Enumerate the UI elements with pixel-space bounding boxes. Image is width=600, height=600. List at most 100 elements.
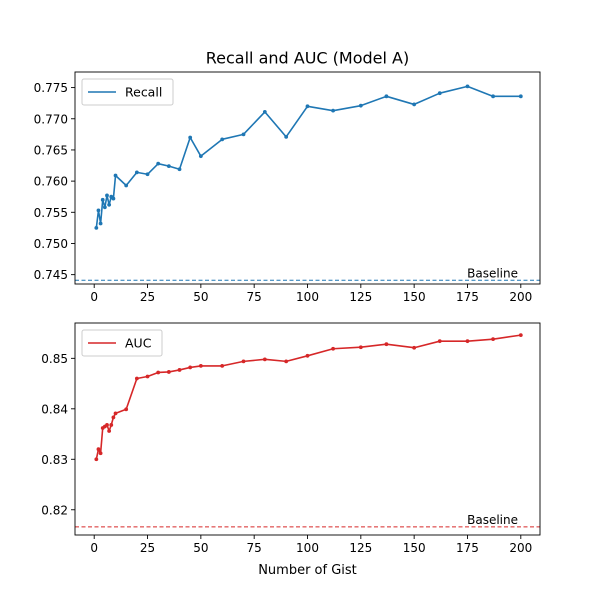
- recall-data-point: [220, 137, 225, 142]
- recall-data-point: [358, 103, 363, 108]
- auc-y-tick-label: 0.85: [41, 352, 68, 366]
- auc-data-point: [262, 357, 267, 362]
- recall-legend: Recall: [81, 78, 174, 106]
- recall-data-point: [111, 196, 116, 201]
- recall-x-tick-label: 125: [349, 290, 372, 304]
- recall-y-tick-label: 0.770: [34, 112, 68, 126]
- recall-data-point: [156, 161, 161, 166]
- auc-baseline-label: Baseline: [467, 513, 518, 527]
- recall-data-point: [113, 173, 118, 178]
- recall-data-point: [331, 108, 335, 113]
- auc-x-tick-label: 75: [247, 541, 262, 555]
- recall-legend-box: [81, 78, 174, 106]
- auc-data-point: [241, 359, 246, 364]
- recall-x-tick-label: 200: [509, 290, 532, 304]
- auc-legend-box: [81, 329, 163, 357]
- auc-data-point: [491, 337, 495, 342]
- auc-data-point: [220, 364, 225, 368]
- recall-y-tick-label: 0.750: [34, 237, 68, 251]
- auc-data-point: [94, 457, 99, 462]
- auc-data-point: [109, 423, 114, 427]
- recall-x-tick-label: 0: [90, 290, 98, 304]
- recall-x-tick-label: 25: [140, 290, 155, 304]
- recall-data-point: [105, 193, 109, 198]
- auc-data-point: [177, 368, 182, 372]
- auc-legend: AUC: [81, 329, 163, 357]
- auc-data-point: [384, 342, 389, 347]
- recall-baseline-label: Baseline: [467, 266, 518, 280]
- auc-data-point: [96, 447, 101, 452]
- chart-title: Recall and AUC (Model A): [206, 49, 409, 68]
- auc-x-tick-label: 50: [193, 541, 208, 555]
- recall-data-point: [518, 94, 523, 99]
- auc-data-point: [284, 359, 289, 364]
- recall-y-tick-label: 0.755: [34, 206, 68, 220]
- auc-x-tick-label: 25: [140, 541, 155, 555]
- auc-data-point: [107, 429, 112, 433]
- auc-data-point: [134, 376, 139, 381]
- recall-data-point: [198, 154, 203, 159]
- recall-x-tick-label: 75: [247, 290, 262, 304]
- recall-data-point: [241, 132, 246, 137]
- auc-data-point: [518, 333, 523, 338]
- recall-data-point: [262, 110, 267, 114]
- auc-data-point: [98, 451, 103, 456]
- recall-legend-label: Recall: [125, 85, 162, 100]
- auc-x-tick-label: 200: [509, 541, 532, 555]
- recall-data-point: [96, 208, 101, 213]
- auc-x-tick-label: 100: [296, 541, 319, 555]
- auc-x-axis-label: Number of Gist: [258, 563, 357, 578]
- recall-data-point: [188, 135, 193, 140]
- auc-y-tick-label: 0.83: [41, 453, 68, 467]
- auc-x-tick-label: 150: [403, 541, 426, 555]
- auc-data-point: [156, 370, 161, 375]
- recall-data-point: [102, 205, 107, 210]
- recall-data-point: [98, 221, 103, 226]
- recall-data-point: [491, 94, 495, 99]
- recall-data-point: [465, 84, 470, 89]
- recall-data-point: [166, 164, 171, 169]
- auc-x-tick-label: 125: [349, 541, 372, 555]
- recall-y-tick-label: 0.760: [34, 175, 68, 189]
- auc-x-tick-label: 0: [90, 541, 98, 555]
- recall-x-tick-label: 175: [456, 290, 479, 304]
- recall-y-tick-label: 0.775: [34, 81, 68, 95]
- auc-data-point: [358, 345, 363, 350]
- recall-data-point: [284, 134, 289, 139]
- auc-legend-label: AUC: [125, 336, 152, 351]
- recall-data-point: [124, 183, 129, 188]
- recall-data-point: [177, 167, 182, 172]
- auc-y-tick-label: 0.82: [41, 503, 68, 517]
- recall-data-point: [437, 91, 442, 96]
- recall-data-point: [145, 172, 150, 177]
- auc-data-point: [166, 370, 171, 374]
- recall-data-point: [412, 102, 417, 107]
- auc-data-point: [331, 346, 335, 351]
- recall-y-tick-label: 0.765: [34, 143, 68, 157]
- auc-data-point: [105, 423, 109, 427]
- recall-x-tick-label: 50: [193, 290, 208, 304]
- auc-data-point: [465, 339, 470, 344]
- auc-data-point: [198, 364, 203, 368]
- auc-data-point: [437, 339, 442, 344]
- recall-data-point: [305, 104, 310, 109]
- recall-data-point: [134, 170, 139, 175]
- auc-data-point: [305, 353, 310, 358]
- auc-data-point: [188, 365, 193, 370]
- recall-data-point: [384, 94, 389, 99]
- recall-x-tick-label: 100: [296, 290, 319, 304]
- auc-data-point: [124, 407, 129, 412]
- auc-y-tick-label: 0.84: [41, 402, 68, 416]
- auc-data-point: [111, 415, 116, 420]
- auc-panel: Baseline 0 25 50 75 100 125 150 175 200 0.82 0.83 0.…: [41, 322, 541, 578]
- auc-x-tick-label: 175: [456, 541, 479, 555]
- recall-x-tick-label: 150: [403, 290, 426, 304]
- recall-data-point: [94, 225, 99, 230]
- auc-data-point: [145, 374, 150, 379]
- auc-data-point: [113, 411, 118, 416]
- recall-y-tick-label: 0.745: [34, 268, 68, 282]
- auc-data-point: [412, 345, 417, 350]
- recall-data-point: [107, 202, 112, 207]
- recall-data-point: [100, 197, 105, 202]
